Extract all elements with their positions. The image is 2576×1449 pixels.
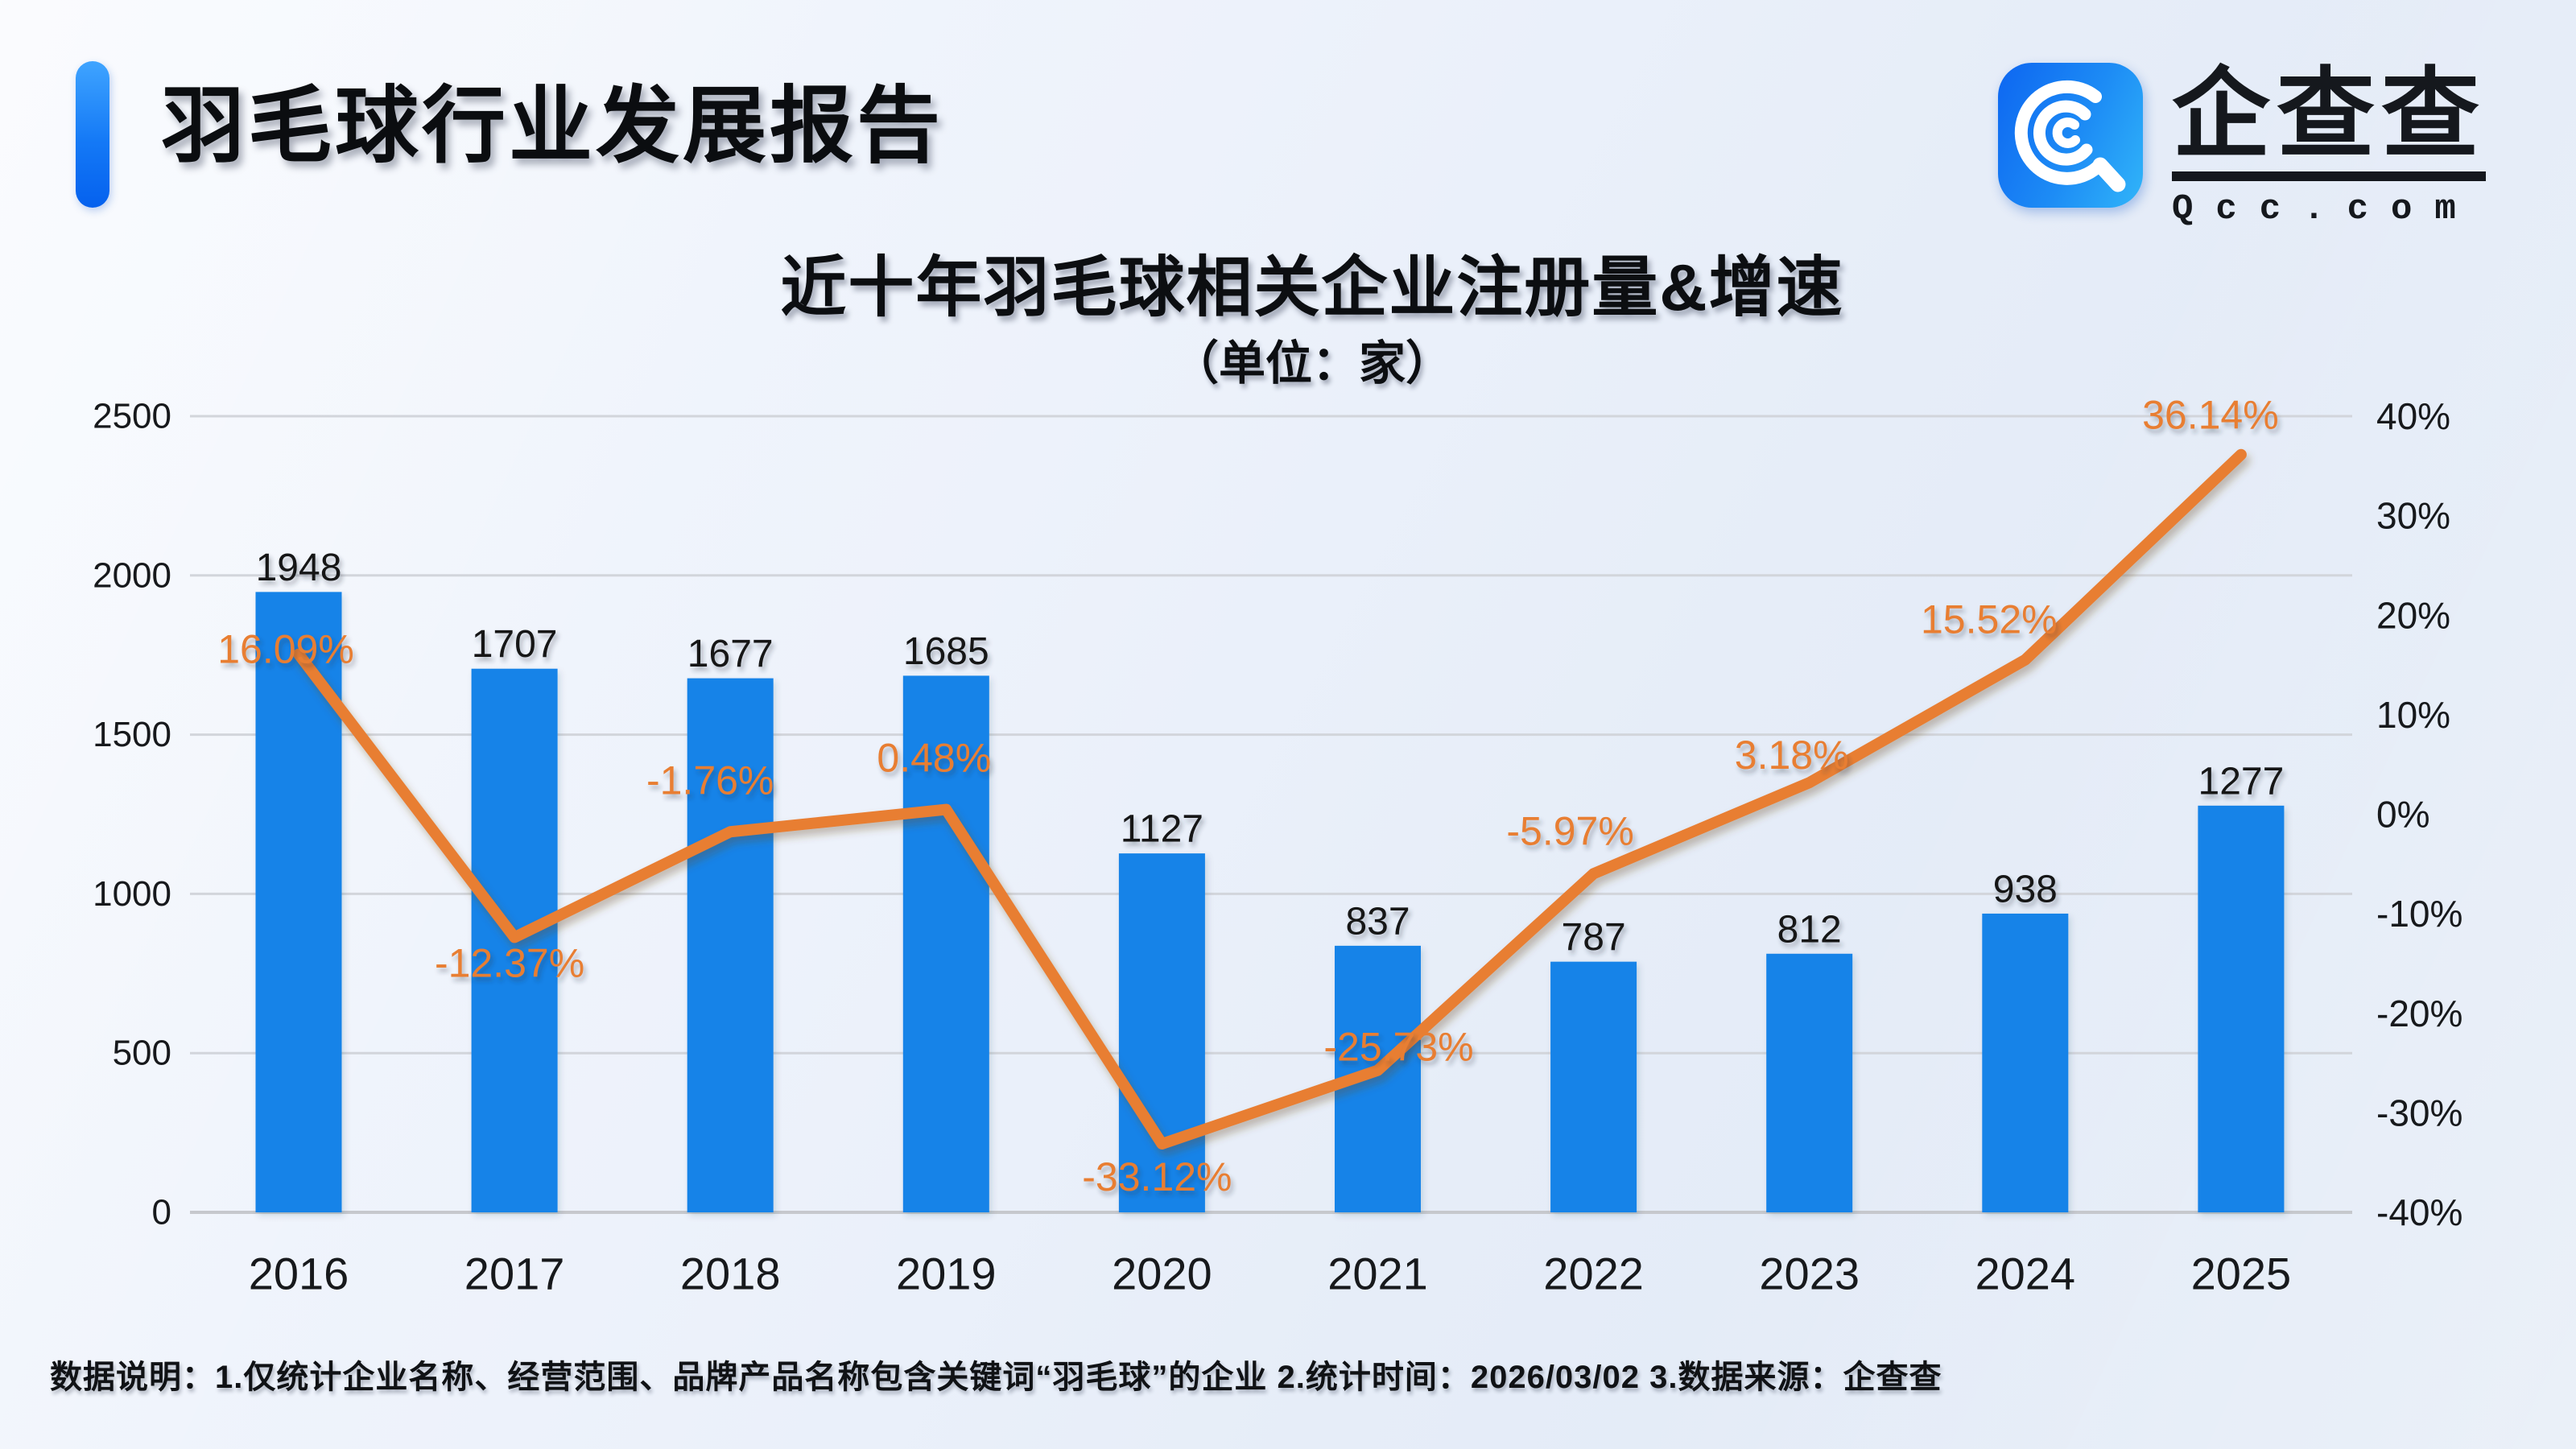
bar-value-label: 812 xyxy=(1777,908,1842,951)
bar-value-label: 837 xyxy=(1345,900,1410,943)
qcc-domain: Qcc.com xyxy=(2172,189,2479,230)
x-axis-year-label: 2019 xyxy=(896,1249,997,1299)
x-axis-year-label: 2021 xyxy=(1327,1249,1428,1299)
left-axis-tick: 0 xyxy=(152,1193,171,1232)
bar-value-labels: 1948 1707 1677 1685 1127 837 787 812 938 1277 xyxy=(256,547,2285,959)
bar xyxy=(687,678,774,1212)
left-axis-tick: 2500 xyxy=(93,397,171,436)
growth-percent-label: -1.76% xyxy=(646,758,774,803)
right-axis: 40% 30% 20% 10% 0% -10% -20% -30% -40% xyxy=(2376,395,2462,1233)
x-axis-year-label: 2022 xyxy=(1543,1249,1644,1299)
bar-value-label: 787 xyxy=(1562,916,1626,959)
chart-subtitle: （单位：家） xyxy=(1171,337,1453,390)
left-axis-tick: 1000 xyxy=(93,874,171,914)
x-axis-year-label: 2023 xyxy=(1759,1249,1860,1299)
right-axis-tick: -40% xyxy=(2376,1191,2462,1233)
growth-percent-label: -5.97% xyxy=(1506,808,1633,853)
growth-percent-label: 15.52% xyxy=(1921,597,2058,642)
x-axis-labels: 2016 2017 2018 2019 2020 2021 2022 2023 2024 2025 xyxy=(249,1249,2291,1299)
bar-value-label: 1948 xyxy=(256,547,342,589)
growth-percent-label: 36.14% xyxy=(2142,393,2279,438)
right-axis-tick: -10% xyxy=(2376,893,2462,935)
bar-value-label: 1277 xyxy=(2198,760,2285,803)
bar xyxy=(1550,961,1637,1212)
bar-value-label: 1127 xyxy=(1121,808,1203,851)
growth-percent-label: -12.37% xyxy=(435,940,584,985)
bar-series xyxy=(255,592,2285,1212)
bar xyxy=(902,675,989,1212)
title-accent-bar xyxy=(76,61,109,208)
bar xyxy=(1982,913,2069,1212)
right-axis-tick: 0% xyxy=(2376,794,2429,836)
left-axis-tick: 1500 xyxy=(93,715,171,754)
x-axis-year-label: 2017 xyxy=(464,1249,565,1299)
bar-value-label: 1685 xyxy=(903,630,989,673)
qcc-logo-text: 企查查 Qcc.com xyxy=(2172,62,2486,230)
bar-value-label: 938 xyxy=(1993,868,2058,910)
left-axis-tick: 2000 xyxy=(93,555,171,595)
bar-value-label: 1707 xyxy=(472,623,558,666)
right-axis-tick: 30% xyxy=(2376,495,2450,537)
growth-percent-label: 16.09% xyxy=(217,627,354,672)
right-axis-tick: 40% xyxy=(2376,395,2450,437)
bar xyxy=(1766,953,1853,1212)
growth-percent-label: -33.12% xyxy=(1082,1154,1232,1199)
right-axis-tick: 20% xyxy=(2376,594,2450,636)
left-axis-tick: 500 xyxy=(113,1034,171,1073)
x-axis-year-label: 2018 xyxy=(680,1249,781,1299)
growth-percent-label: -25.73% xyxy=(1323,1025,1473,1070)
chart-title: 近十年羽毛球相关企业注册量&增速 xyxy=(780,251,1844,324)
x-axis-year-label: 2025 xyxy=(2191,1249,2292,1299)
bar xyxy=(1118,853,1205,1212)
bar-value-label: 1677 xyxy=(687,633,774,675)
growth-line xyxy=(293,448,2247,1150)
page-title: 羽毛球行业发展报告 xyxy=(161,80,944,173)
right-axis-tick: 10% xyxy=(2376,694,2450,736)
bar xyxy=(2198,805,2285,1212)
data-source-note: 数据说明：1.仅统计企业名称、经营范围、品牌产品名称包含关键词“羽毛球”的企业 … xyxy=(50,1360,1942,1395)
right-axis-tick: -30% xyxy=(2376,1092,2462,1133)
growth-labels: 16.09% -12.37% -1.76% 0.48% -33.12% -25.73% -5… xyxy=(217,393,2278,1199)
growth-percent-label: 0.48% xyxy=(877,736,991,781)
right-axis-tick: -20% xyxy=(2376,993,2462,1034)
qcc-brand-name: 企查查 xyxy=(2172,62,2486,182)
x-axis-year-label: 2024 xyxy=(1975,1249,2076,1299)
qcc-logo: 企查查 Qcc.com xyxy=(1998,62,2486,230)
x-axis-year-label: 2016 xyxy=(249,1249,349,1299)
growth-percent-label: 3.18% xyxy=(1735,733,1849,778)
x-axis-year-label: 2020 xyxy=(1112,1249,1212,1299)
qcc-logo-icon xyxy=(1998,63,2143,208)
